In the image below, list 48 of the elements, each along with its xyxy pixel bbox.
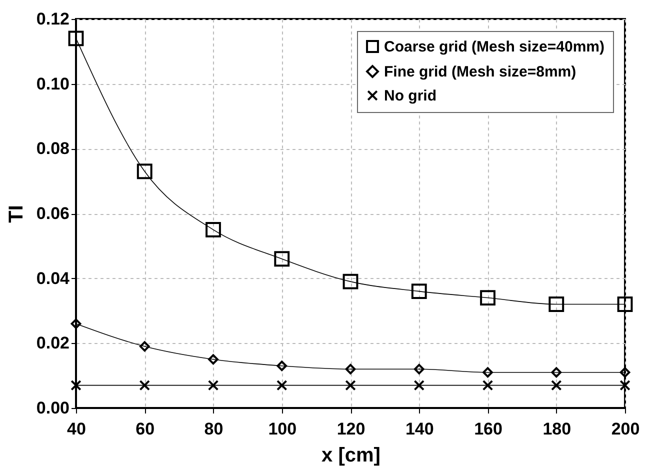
point (548, 296, 564, 312)
point (482, 367, 493, 378)
x-tick-label: 120 (336, 420, 366, 438)
point (276, 380, 288, 391)
y-tick-label: 0.00 (36, 398, 70, 418)
point (345, 364, 356, 374)
point (617, 296, 633, 312)
y-tick-label: 0.04 (36, 268, 70, 288)
x-tick-label: 100 (268, 420, 297, 438)
point (550, 380, 562, 391)
point (620, 380, 630, 391)
point (276, 360, 288, 372)
point (414, 380, 425, 391)
y-tick-label: 0.10 (36, 74, 70, 94)
x-tick-label: 160 (474, 420, 502, 438)
x-tick-label: 80 (204, 420, 224, 438)
point (68, 30, 84, 46)
point (139, 341, 150, 352)
point (620, 367, 630, 378)
point (480, 290, 496, 306)
point (208, 354, 218, 365)
x-axis-title: x [cm] (322, 444, 380, 466)
x-tick-label: 180 (542, 420, 572, 438)
point (342, 274, 358, 290)
point (208, 380, 219, 391)
y-tick-label: 0.06 (36, 204, 70, 223)
y-tick-label: 0.02 (36, 334, 70, 353)
point (70, 318, 82, 329)
legend-label: Coarse grid (Mesh size=40mm) (384, 38, 604, 56)
y-tick-label: 0.08 (36, 139, 70, 158)
y-tick-label: 0.12 (36, 10, 70, 28)
point (139, 380, 150, 391)
point (274, 251, 290, 267)
point (345, 380, 356, 391)
x-tick-label: 60 (136, 420, 155, 438)
point (136, 164, 152, 180)
point (70, 380, 82, 391)
x-tick-label: 200 (611, 420, 640, 438)
x-tick-label: 40 (67, 420, 86, 438)
x-tick-label: 140 (405, 420, 434, 438)
legend-label: Fine grid (Mesh size=8mm) (384, 64, 576, 80)
legend-label: No grid (384, 88, 436, 104)
y-axis-title: TI (5, 205, 28, 223)
point (551, 367, 562, 378)
point (414, 364, 424, 374)
point (411, 284, 427, 300)
point (206, 222, 221, 238)
point (482, 380, 494, 391)
